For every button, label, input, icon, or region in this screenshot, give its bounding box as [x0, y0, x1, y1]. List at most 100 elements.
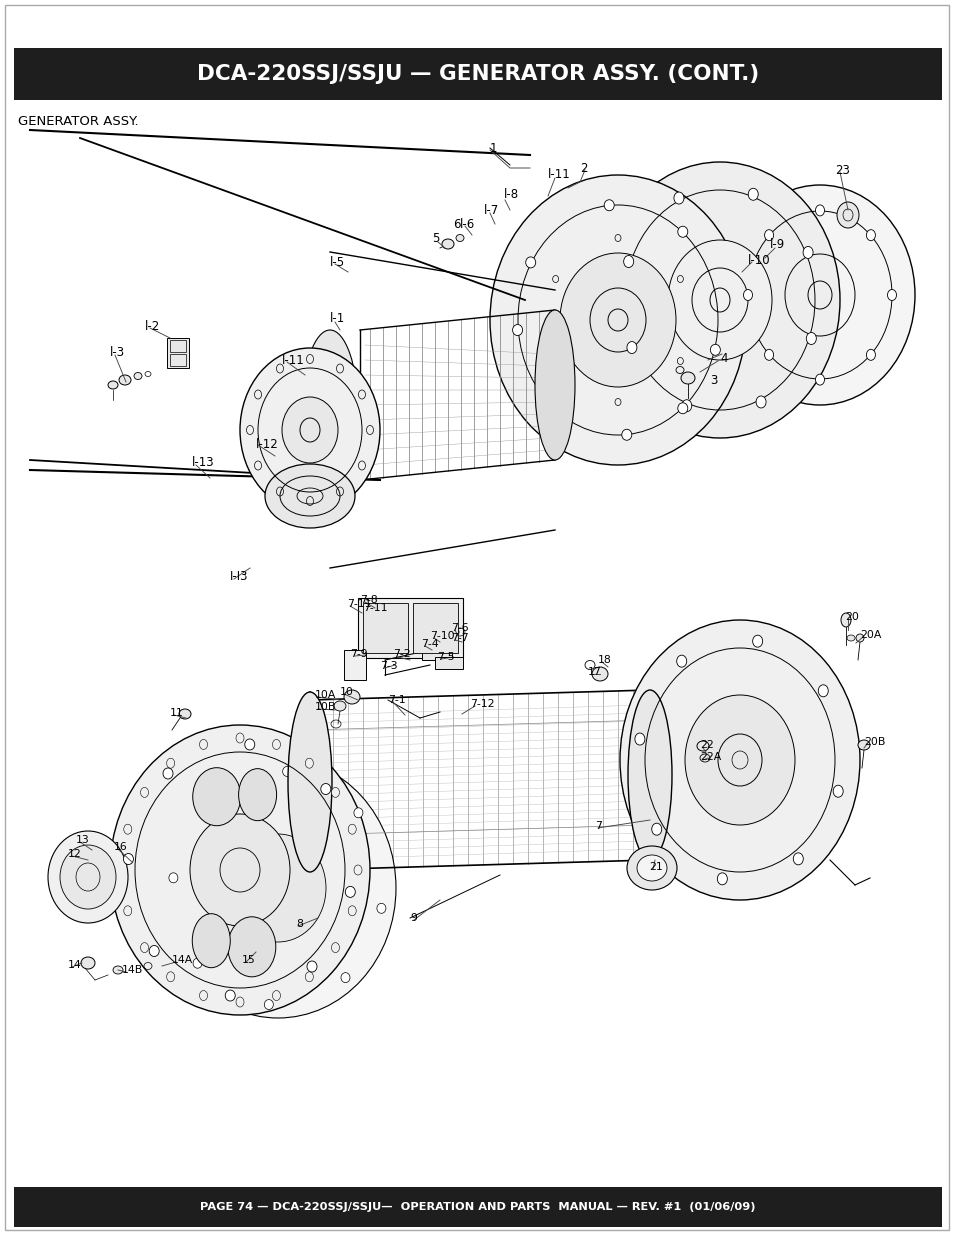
Text: l-7: l-7 [483, 204, 498, 216]
Ellipse shape [857, 740, 869, 750]
Ellipse shape [169, 873, 177, 883]
Text: 7-12: 7-12 [470, 699, 494, 709]
Text: 6: 6 [453, 217, 460, 231]
Text: l-1: l-1 [330, 311, 345, 325]
Ellipse shape [305, 972, 313, 982]
Ellipse shape [206, 793, 214, 804]
Ellipse shape [697, 741, 708, 751]
Text: 7-4: 7-4 [420, 638, 438, 650]
Text: 8: 8 [295, 919, 302, 929]
Bar [14, 48, 941, 100]
Ellipse shape [273, 990, 280, 1000]
Ellipse shape [676, 656, 686, 667]
Text: 7-9: 7-9 [350, 650, 367, 659]
Ellipse shape [836, 203, 858, 228]
Ellipse shape [651, 824, 661, 835]
Text: 7-5: 7-5 [436, 652, 455, 662]
Text: 10B: 10B [314, 701, 336, 713]
Text: 7-6: 7-6 [451, 622, 468, 634]
Ellipse shape [354, 808, 362, 818]
Ellipse shape [667, 240, 771, 359]
Ellipse shape [235, 734, 244, 743]
Ellipse shape [331, 942, 339, 952]
Ellipse shape [818, 684, 827, 697]
Bar [14, 1187, 941, 1228]
Text: 18: 18 [598, 655, 611, 664]
Ellipse shape [307, 961, 316, 972]
Ellipse shape [512, 325, 522, 336]
Ellipse shape [190, 814, 290, 926]
Ellipse shape [163, 768, 172, 779]
Ellipse shape [199, 740, 208, 750]
Ellipse shape [302, 330, 357, 490]
Text: 12: 12 [68, 848, 82, 860]
Text: 7-11: 7-11 [347, 599, 371, 609]
Ellipse shape [288, 692, 332, 872]
Text: 1: 1 [490, 142, 497, 154]
Text: 23: 23 [834, 163, 849, 177]
Ellipse shape [119, 375, 131, 385]
Ellipse shape [677, 226, 687, 237]
Bar [413, 603, 457, 653]
Text: 10: 10 [339, 687, 354, 697]
Ellipse shape [626, 342, 637, 353]
Ellipse shape [110, 725, 370, 1015]
Ellipse shape [344, 690, 359, 704]
Ellipse shape [140, 942, 149, 952]
Text: l-8: l-8 [503, 189, 518, 201]
Text: 7-11: 7-11 [363, 603, 387, 613]
Ellipse shape [273, 740, 280, 750]
Text: 16: 16 [113, 842, 128, 852]
Ellipse shape [60, 845, 116, 909]
Ellipse shape [447, 627, 458, 637]
Ellipse shape [118, 864, 126, 876]
Ellipse shape [376, 903, 386, 914]
Ellipse shape [752, 635, 761, 647]
Ellipse shape [865, 350, 875, 361]
Text: 20B: 20B [863, 737, 884, 747]
Text: 17: 17 [587, 667, 601, 677]
Text: 7-2: 7-2 [393, 650, 410, 659]
Ellipse shape [635, 734, 644, 745]
Text: l-3: l-3 [110, 346, 125, 358]
Bar [421, 645, 452, 659]
Bar [435, 657, 462, 669]
Ellipse shape [756, 396, 765, 408]
Text: l-2: l-2 [145, 320, 160, 332]
Ellipse shape [742, 289, 752, 300]
Ellipse shape [592, 667, 607, 680]
Ellipse shape [345, 887, 355, 898]
Bar [344, 650, 366, 680]
Ellipse shape [673, 191, 683, 204]
Ellipse shape [621, 430, 631, 440]
Ellipse shape [193, 768, 240, 826]
Text: 7-3: 7-3 [379, 661, 397, 671]
Ellipse shape [265, 464, 355, 529]
Ellipse shape [603, 200, 614, 211]
Ellipse shape [238, 768, 276, 821]
Ellipse shape [637, 855, 666, 881]
Ellipse shape [167, 758, 174, 768]
Ellipse shape [81, 957, 95, 969]
Text: 7-8: 7-8 [359, 595, 377, 605]
Text: l-13: l-13 [192, 457, 214, 469]
Bar [357, 598, 462, 658]
Text: 10A: 10A [314, 690, 336, 700]
Ellipse shape [815, 374, 823, 385]
Ellipse shape [331, 788, 339, 798]
Ellipse shape [846, 635, 854, 641]
Ellipse shape [841, 613, 850, 627]
Ellipse shape [677, 403, 687, 414]
Bar [363, 603, 408, 653]
Text: 7-1: 7-1 [388, 695, 405, 705]
Ellipse shape [684, 695, 794, 825]
Ellipse shape [441, 240, 454, 249]
Ellipse shape [133, 373, 142, 379]
Ellipse shape [123, 853, 133, 864]
Text: 21: 21 [648, 862, 662, 872]
Ellipse shape [793, 853, 802, 864]
Ellipse shape [626, 846, 677, 890]
Ellipse shape [348, 905, 355, 916]
Ellipse shape [140, 788, 149, 798]
Ellipse shape [228, 916, 275, 977]
